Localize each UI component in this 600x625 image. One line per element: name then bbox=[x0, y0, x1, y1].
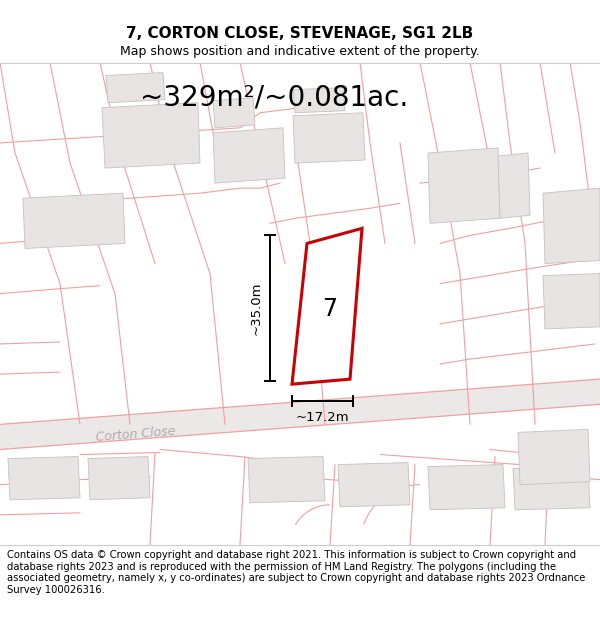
Polygon shape bbox=[213, 128, 285, 183]
Polygon shape bbox=[8, 456, 80, 500]
Text: 7, CORTON CLOSE, STEVENAGE, SG1 2LB: 7, CORTON CLOSE, STEVENAGE, SG1 2LB bbox=[127, 26, 473, 41]
Polygon shape bbox=[102, 102, 200, 168]
Text: ~329m²/~0.081ac.: ~329m²/~0.081ac. bbox=[140, 84, 408, 112]
Text: Map shows position and indicative extent of the property.: Map shows position and indicative extent… bbox=[120, 45, 480, 58]
Polygon shape bbox=[518, 429, 590, 485]
Text: 7: 7 bbox=[323, 297, 337, 321]
Text: ~17.2m: ~17.2m bbox=[296, 411, 349, 424]
Polygon shape bbox=[543, 274, 600, 329]
Polygon shape bbox=[0, 379, 600, 449]
Polygon shape bbox=[292, 228, 362, 384]
Polygon shape bbox=[338, 462, 410, 507]
Polygon shape bbox=[293, 112, 365, 163]
Polygon shape bbox=[543, 188, 600, 264]
Polygon shape bbox=[106, 72, 165, 102]
Polygon shape bbox=[248, 456, 325, 503]
Text: Contains OS data © Crown copyright and database right 2021. This information is : Contains OS data © Crown copyright and d… bbox=[7, 550, 586, 595]
Polygon shape bbox=[428, 148, 500, 223]
Polygon shape bbox=[428, 464, 505, 510]
Text: Corton Close: Corton Close bbox=[95, 425, 176, 444]
Polygon shape bbox=[88, 456, 150, 500]
Polygon shape bbox=[23, 193, 125, 249]
Text: ~35.0m: ~35.0m bbox=[250, 281, 263, 335]
Polygon shape bbox=[213, 98, 255, 128]
Polygon shape bbox=[513, 467, 590, 510]
Polygon shape bbox=[498, 153, 530, 218]
Polygon shape bbox=[293, 88, 345, 112]
